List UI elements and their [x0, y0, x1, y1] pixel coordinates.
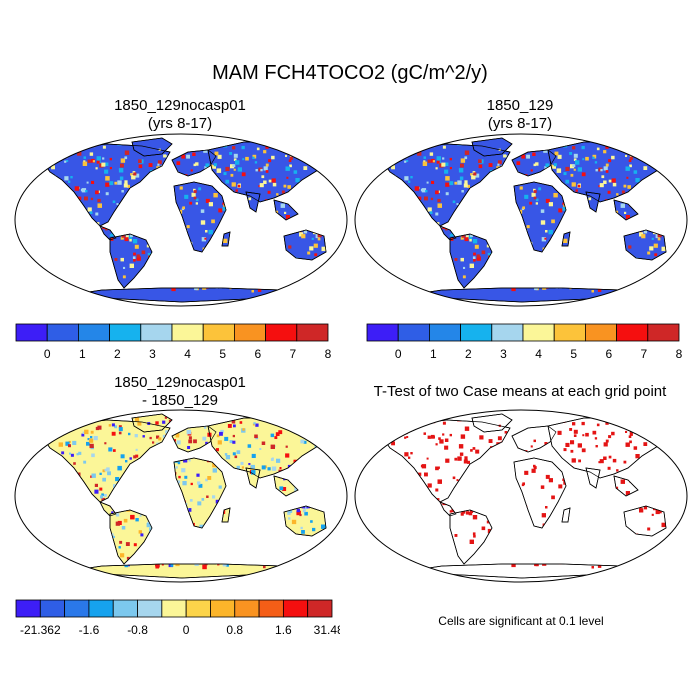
figure-title: MAM FCH4TOCO2 (gC/m^2/y)	[212, 62, 488, 84]
colorbar-label: 31.488	[314, 623, 340, 637]
colorbar-box	[88, 599, 114, 618]
colorbar-box	[15, 599, 41, 618]
colorbar-box	[78, 323, 111, 342]
colorbar-box	[161, 599, 187, 618]
colorbar-box	[185, 599, 211, 618]
map-border	[14, 409, 348, 583]
colorbar-box	[234, 599, 260, 618]
colorbar-label: 1	[430, 347, 437, 361]
land-layer	[39, 413, 331, 579]
map-case2	[354, 133, 688, 307]
colorbar-box	[112, 599, 138, 618]
colorbar-case1: 0 1 2 3 4 5 6 7 8	[15, 323, 332, 361]
colorbar-label: -21.362	[20, 623, 61, 637]
colorbar-label: -1.6	[79, 623, 100, 637]
colorbar-box	[202, 323, 235, 342]
colorbar-label: 1	[79, 347, 86, 361]
colorbar-label: 7	[641, 347, 648, 361]
map-case1	[14, 133, 348, 307]
panel-title-case2-line2: (yrs 8-17)	[487, 115, 553, 132]
colorbar-label: 0	[44, 347, 51, 361]
colorbar-label: 3	[500, 347, 507, 361]
panel-title-case2: 1850_129 (yrs 8-17)	[400, 97, 640, 133]
colorbar-case2: 0 1 2 3 4 5 6 7 8	[366, 323, 683, 361]
panel-title-case1-line2: (yrs 8-17)	[147, 115, 213, 132]
continent-north-america	[39, 143, 171, 227]
map-border	[354, 133, 688, 307]
ttest-note: Cells are significant at 0.1 level	[438, 614, 604, 628]
panel-title-case1-line1: 1850_129nocasp01	[114, 97, 246, 114]
colorbar-box	[647, 323, 680, 342]
panel-title-diff-line2: - 1850_129	[142, 392, 218, 409]
colorbar-box	[171, 323, 204, 342]
colorbar-label: 0	[395, 347, 402, 361]
continent-north-america	[379, 419, 511, 503]
colorbar-label: 8	[676, 347, 683, 361]
colorbar-box	[429, 323, 462, 342]
colorbar-diff: -21.362 -1.6 -0.8 0 0.8 1.6 31.488	[15, 599, 340, 637]
colorbar-label: 4	[535, 347, 542, 361]
panel-title-case1: 1850_129nocasp01 (yrs 8-17)	[60, 97, 300, 133]
colorbar-box	[397, 323, 430, 342]
coastlines	[379, 413, 671, 579]
map-diff	[14, 409, 348, 583]
colorbar-label: 5	[219, 347, 226, 361]
continent-south-america	[449, 233, 493, 289]
continent-south-america	[109, 233, 153, 289]
colorbar-box	[46, 323, 79, 342]
panel-title-case2-line1: 1850_129	[486, 97, 554, 114]
colorbar-label: 0	[183, 623, 190, 637]
colorbar-label: 2	[465, 347, 472, 361]
colorbar-box	[15, 323, 48, 342]
colorbar-box	[109, 323, 142, 342]
panel-title-ttest-line1: T-Test of two Case means at each grid po…	[373, 383, 667, 400]
colorbar-box	[616, 323, 649, 342]
colorbar-box	[39, 599, 66, 618]
continent-north-america	[39, 419, 171, 503]
colorbar-label: 6	[254, 347, 261, 361]
colorbar-box	[210, 599, 236, 618]
colorbar-box	[258, 599, 284, 618]
colorbar-box	[296, 323, 329, 342]
colorbar-box	[366, 323, 399, 342]
colorbar-label: 1.6	[275, 623, 292, 637]
colorbar-box	[265, 323, 298, 342]
colorbar-label: 6	[605, 347, 612, 361]
colorbar-label: -0.8	[127, 623, 148, 637]
panel-title-diff: 1850_129nocasp01 - 1850_129	[60, 374, 300, 410]
colorbar-box	[460, 323, 493, 342]
colorbar-label: 4	[184, 347, 191, 361]
colorbar-box	[522, 323, 555, 342]
colorbar-box	[64, 599, 90, 618]
panel-title-diff-line1: 1850_129nocasp01	[114, 374, 246, 391]
continent-south-america	[449, 509, 493, 565]
map-border	[354, 409, 688, 583]
coastlines	[379, 137, 671, 303]
colorbar-label: 3	[149, 347, 156, 361]
colorbar-label: 8	[325, 347, 332, 361]
colorbar-label: 0.8	[226, 623, 243, 637]
map-ttest	[354, 409, 688, 583]
colorbar-box	[137, 599, 163, 618]
panel-title-ttest: T-Test of two Case means at each grid po…	[350, 383, 690, 401]
colorbar-label: 7	[290, 347, 297, 361]
colorbar-box	[233, 323, 266, 342]
continent-north-america	[379, 143, 511, 227]
colorbar-box	[307, 599, 333, 618]
colorbar-box	[282, 599, 309, 618]
colorbar-box	[553, 323, 586, 342]
colorbar-box	[584, 323, 617, 342]
colorbar-box	[491, 323, 524, 342]
colorbar-box	[140, 323, 173, 342]
colorbar-label: 2	[114, 347, 121, 361]
colorbar-label: 5	[570, 347, 577, 361]
map-border	[14, 133, 348, 307]
